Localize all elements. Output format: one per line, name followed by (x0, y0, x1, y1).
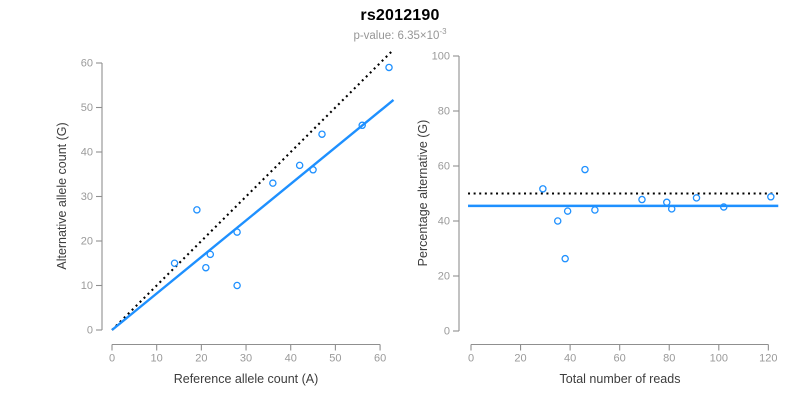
data-point (663, 198, 671, 207)
x-tick-label: 50 (329, 353, 341, 365)
x-tick-label: 60 (374, 353, 386, 365)
x-axis-title: Reference allele count (A) (174, 372, 319, 386)
data-point (233, 228, 241, 236)
figure-subtitle: p-value: 6.35×10-3 (0, 27, 800, 42)
y-tick-label: 10 (81, 280, 93, 292)
data-point (385, 63, 393, 72)
data-point (692, 194, 701, 202)
fit-line (111, 99, 395, 331)
y-axis-title: Percentage alternative (G) (416, 120, 430, 267)
p-value-exponent: -3 (439, 27, 447, 36)
x-tick-label: 60 (614, 353, 626, 365)
p-value-text: p-value: 6.35×10 (353, 29, 440, 42)
y-tick-label: 20 (81, 236, 93, 248)
x-tick-label: 30 (240, 353, 252, 365)
x-tick-label: 40 (564, 353, 576, 365)
data-point (269, 179, 277, 187)
x-tick-label: 40 (285, 353, 297, 365)
data-point (553, 217, 562, 225)
y-tick-label: 0 (444, 326, 450, 338)
identity-line (111, 48, 395, 331)
x-tick-label: 20 (195, 353, 207, 365)
y-tick-label: 40 (438, 216, 450, 228)
data-point (233, 281, 241, 290)
x-tick-label: 10 (151, 353, 163, 365)
x-tick-label: 80 (663, 353, 675, 365)
y-tick-label: 30 (81, 191, 93, 203)
y-tick-label: 50 (81, 102, 93, 114)
data-point (309, 166, 317, 174)
data-point (206, 250, 215, 259)
data-point (561, 254, 569, 263)
data-point (358, 121, 366, 130)
data-point (581, 165, 589, 174)
y-tick-label: 60 (81, 58, 93, 70)
data-point (638, 195, 646, 204)
right-scatter-plot: 0 20 40 60 80 100 120 0 20 40 60 80 100 Total number … (416, 51, 779, 386)
figure-title: rs2012190 (360, 7, 440, 24)
y-tick-label: 80 (438, 106, 450, 118)
x-tick-label: 100 (710, 353, 728, 365)
y-tick-label: 20 (438, 271, 450, 283)
x-tick-label: 0 (109, 353, 115, 365)
data-point (202, 263, 210, 272)
data-point (563, 207, 572, 215)
data-point (767, 193, 775, 201)
y-tick-label: 0 (87, 325, 93, 337)
y-tick-label: 100 (432, 51, 450, 63)
left-scatter-plot: 0 10 20 30 40 50 60 0 10 20 30 40 50 60 Reference alle… (55, 48, 395, 386)
y-axis-title: Alternative allele count (G) (55, 122, 69, 269)
data-point (720, 203, 728, 211)
data-point (591, 206, 599, 214)
y-tick-label: 60 (438, 161, 450, 173)
data-point (539, 185, 547, 193)
data-point (295, 161, 304, 170)
data-point (170, 259, 179, 267)
data-point (667, 205, 676, 213)
x-tick-label: 0 (468, 353, 474, 365)
x-tick-label: 20 (514, 353, 526, 365)
data-point (193, 206, 201, 214)
x-axis-title: Total number of reads (560, 372, 681, 386)
y-tick-label: 40 (81, 147, 93, 159)
x-tick-label: 120 (759, 353, 777, 365)
data-point (318, 130, 326, 138)
